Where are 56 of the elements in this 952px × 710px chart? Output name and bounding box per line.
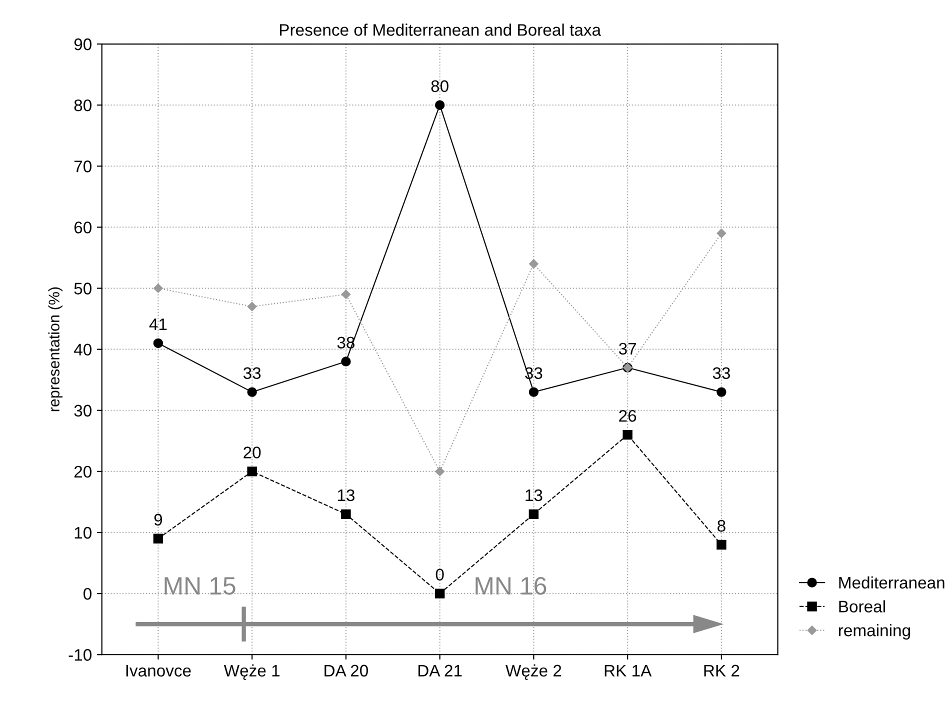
x-tick-label: RK 2 [704, 664, 740, 676]
point [247, 387, 257, 397]
data-label: 80 [431, 80, 448, 92]
data-label: 9 [154, 514, 162, 526]
chart-title: Presence of Mediterranean and Boreal taxa [280, 24, 602, 36]
y-tick-label: 30 [74, 404, 92, 417]
y-tick-label: 0 [84, 588, 92, 600]
y-tick-label: -10 [68, 649, 92, 661]
y-tick-label: 80 [74, 99, 92, 112]
legend-label: remaining [838, 624, 910, 640]
point [716, 387, 726, 397]
y-tick-label: 50 [74, 282, 92, 294]
point [153, 534, 164, 544]
x-tick-label: Węże 2 [506, 664, 562, 680]
annotation: MN 16 [476, 577, 546, 595]
data-label: 13 [338, 489, 354, 502]
point [247, 466, 257, 476]
y-tick-label: 20 [74, 466, 92, 478]
point [341, 356, 351, 366]
x-tick-label: DA 21 [418, 664, 462, 676]
point [434, 588, 445, 598]
legend-label: Mediterranean [839, 576, 944, 589]
point [154, 284, 163, 293]
y-axis-title: representation (%) [48, 287, 62, 412]
data-label: 33 [712, 367, 730, 380]
data-label: 8 [718, 520, 726, 532]
x-tick-label: Ivanovce [126, 664, 191, 677]
x-tick-label: DA 20 [324, 664, 368, 677]
point [716, 228, 726, 238]
point [341, 290, 351, 299]
y-tick-label: 90 [74, 38, 92, 50]
x-tick-label: RK 1A [604, 664, 652, 676]
point [153, 338, 164, 348]
data-label: 26 [619, 410, 636, 422]
legend-label: Boreal [839, 600, 885, 612]
data-label: 37 [618, 342, 636, 355]
y-tick-label: 40 [74, 344, 92, 356]
point [435, 466, 444, 476]
y-tick-label: 10 [74, 526, 92, 539]
data-label: 20 [244, 446, 261, 458]
data-label: 33 [243, 367, 261, 380]
point [528, 387, 539, 397]
x-tick-label: Węże 1 [224, 664, 280, 680]
point [434, 100, 445, 110]
point [529, 259, 538, 268]
annotation: MN 15 [164, 577, 236, 595]
point [247, 302, 257, 312]
y-tick-label: 70 [74, 160, 92, 172]
point [528, 509, 539, 520]
data-label: 0 [436, 568, 444, 581]
data-label: 41 [149, 318, 167, 330]
point [622, 430, 632, 440]
y-tick-label: 60 [74, 222, 92, 234]
point [716, 540, 726, 550]
data-label: 13 [526, 489, 542, 502]
point [341, 509, 351, 520]
